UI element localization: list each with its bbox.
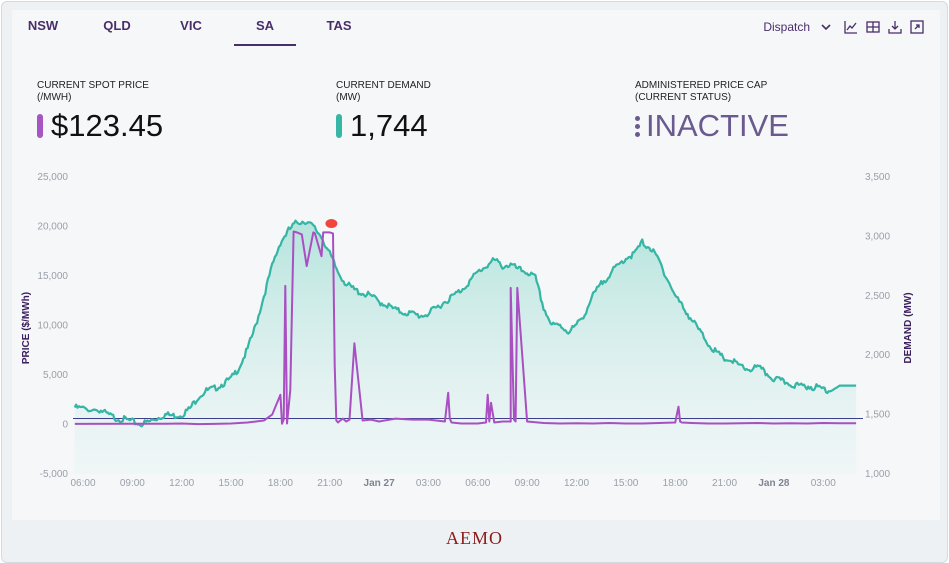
time-tick-label: 18:00: [268, 478, 293, 489]
time-tick-label: 09:00: [515, 478, 540, 489]
kpi-price-cap-label: ADMINISTERED PRICE CAP: [635, 80, 768, 91]
time-tick-label: Jan 27: [364, 478, 396, 489]
time-tick-label: 03:00: [416, 478, 441, 489]
kpi-spot-price: CURRENT SPOT PRICE (/MWh) $123.45: [37, 80, 163, 144]
view-dropdown-label: Dispatch: [763, 20, 810, 34]
price-axis-title: PRICE ($/MWh): [21, 292, 32, 364]
price-tick-label: 15,000: [37, 271, 68, 282]
demand-tick-label: 3,000: [865, 231, 890, 242]
kpi-price-cap-value: INACTIVE: [646, 108, 789, 143]
tab-qld[interactable]: QLD: [103, 18, 131, 33]
price-series-line: [74, 230, 857, 426]
price-legend-swatch: [37, 114, 43, 138]
time-tick-label: 18:00: [663, 478, 688, 489]
tab-nsw[interactable]: NSW: [27, 18, 59, 33]
price-tick-label: 20,000: [37, 222, 68, 233]
time-tick-label: 03:00: [811, 478, 836, 489]
price-demand-panel: NSW QLD VIC SA TAS Dispatch CURRENT SPOT…: [12, 10, 940, 520]
time-tick-label: 21:00: [712, 478, 737, 489]
kpi-spot-price-value: $123.45: [51, 108, 164, 143]
demand-tick-label: 3,500: [865, 172, 890, 183]
time-tick-label: 06:00: [70, 478, 95, 489]
price-tick-label: 25,000: [37, 172, 68, 183]
kpi-price-cap-unit: (CURRENT STATUS): [635, 92, 732, 103]
footer-brand: AEMO: [446, 528, 503, 548]
demand-series-line: [73, 219, 857, 428]
price-tick-label: 0: [62, 420, 68, 431]
kpi-demand: CURRENT DEMAND (MW) 1,744: [336, 80, 431, 144]
kpi-price-cap: ADMINISTERED PRICE CAP (CURRENT STATUS) …: [635, 80, 789, 144]
time-tick-label: 15:00: [613, 478, 638, 489]
demand-area: [74, 220, 857, 474]
table-icon[interactable]: [866, 20, 880, 34]
demand-tick-label: 1,000: [865, 469, 890, 480]
region-tabs: NSW QLD VIC SA TAS: [12, 10, 382, 46]
price-tick-label: 10,000: [37, 321, 68, 332]
time-tick-label: 12:00: [564, 478, 589, 489]
tab-vic[interactable]: VIC: [180, 18, 202, 33]
kpi-spot-price-unit: (/MWh): [37, 92, 72, 103]
price-tick-label: -5,000: [40, 469, 69, 480]
demand-legend-swatch: [336, 114, 342, 138]
chart-toolbar: Dispatch: [763, 20, 924, 34]
kpi-demand-unit: (MW): [336, 92, 361, 103]
tab-tas[interactable]: TAS: [326, 18, 352, 33]
demand-tick-label: 1,500: [865, 410, 890, 421]
kpi-demand-label: CURRENT DEMAND: [336, 80, 431, 91]
status-dots-icon: [635, 115, 640, 137]
time-tick-label: 12:00: [169, 478, 194, 489]
line-chart-icon[interactable]: [844, 20, 858, 34]
demand-tick-label: 2,500: [865, 291, 890, 302]
price-tick-label: 5,000: [43, 370, 68, 381]
download-icon[interactable]: [888, 20, 902, 34]
demand-axis-ticks: 3,500 3,000 2,500 2,000 1,500 1,000: [865, 172, 890, 480]
demand-axis-title: DEMAND (MW): [903, 292, 914, 363]
view-dropdown[interactable]: Dispatch: [763, 20, 832, 34]
time-tick-label: 15:00: [219, 478, 244, 489]
time-tick-label: 06:00: [465, 478, 490, 489]
kpi-demand-value: 1,744: [350, 108, 428, 143]
time-tick-label: Jan 28: [758, 478, 790, 489]
time-tick-label: 09:00: [120, 478, 145, 489]
demand-tick-label: 2,000: [865, 350, 890, 361]
kpi-spot-price-label: CURRENT SPOT PRICE: [37, 80, 149, 91]
price-axis-ticks: 25,000 20,000 15,000 10,000 5,000 0 -5,000: [37, 172, 68, 480]
tab-sa[interactable]: SA: [234, 10, 296, 46]
chevron-down-icon: [821, 24, 831, 31]
time-tick-label: 21:00: [317, 478, 342, 489]
peak-price-marker[interactable]: [325, 219, 338, 229]
expand-icon[interactable]: [910, 20, 924, 34]
price-demand-chart: 25,000 20,000 15,000 10,000 5,000 0 -5,000 3,5…: [21, 172, 914, 489]
time-axis-ticks: 06:00 09:00 12:00 15:00 18:00 21:00 Jan 27 03:0…: [70, 478, 836, 489]
